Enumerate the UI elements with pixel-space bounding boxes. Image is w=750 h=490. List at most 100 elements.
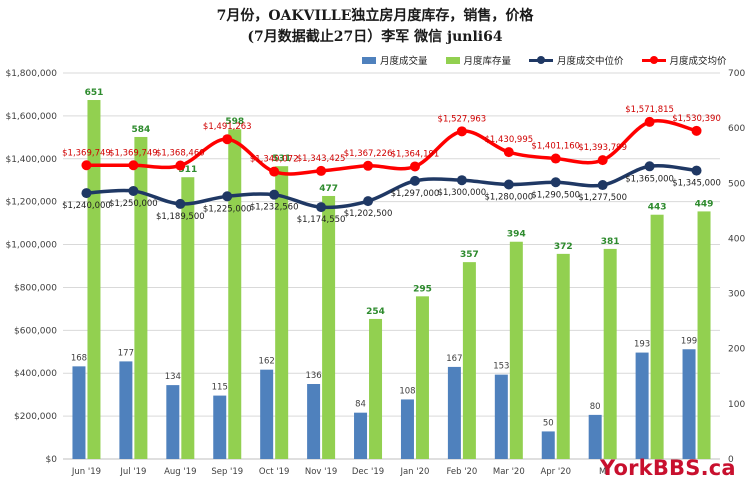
x-axis-tick-label: Apr '20 <box>540 467 571 477</box>
chart-title-line-1: 7月份，OAKVILLE独立房月度库存，销售，价格 <box>216 8 534 24</box>
x-axis-tick-label: Dec '19 <box>352 467 384 477</box>
bar-inventory-label: 295 <box>413 284 432 294</box>
bar-inventory-label: 651 <box>85 88 104 98</box>
bar-inventory <box>415 296 429 459</box>
point-label-average-price: $1,393,799 <box>578 143 627 153</box>
bar-sales-label: 80 <box>590 402 601 412</box>
x-axis-tick-label: Feb '20 <box>446 467 477 477</box>
left-axis-tick-label: $1,800,000 <box>5 69 57 79</box>
point-label-median-price: $1,345,000 <box>672 179 721 189</box>
point-average-price <box>597 155 608 166</box>
x-axis-tick-label: Nov '19 <box>305 467 337 477</box>
x-axis-tick-label: Mar '20 <box>493 467 525 477</box>
bar-sales <box>635 352 649 459</box>
legend-item-median-price: 月度成交中位价 <box>529 53 624 67</box>
bar-inventory <box>697 211 711 459</box>
left-axis-tick-label: $1,000,000 <box>5 241 57 251</box>
bar-inventory <box>134 136 148 460</box>
left-axis-tick-label: $800,000 <box>14 283 57 293</box>
left-axis-tick-label: $400,000 <box>14 369 57 379</box>
point-median-price <box>456 175 467 186</box>
point-average-price <box>503 147 514 158</box>
legend-swatch-median-price <box>529 55 554 65</box>
bar-sales <box>260 369 274 459</box>
point-label-median-price: $1,174,550 <box>297 215 346 225</box>
bar-inventory-label: 477 <box>319 184 338 194</box>
point-median-price <box>409 175 420 186</box>
bar-sales <box>494 374 508 459</box>
bar-sales-label: 168 <box>71 353 87 363</box>
x-axis-tick-label: Jan '20 <box>399 467 429 477</box>
point-average-price <box>128 160 139 171</box>
legend: 月度成交量 月度库存量 月度成交中位价 月度成交均价 <box>362 53 727 67</box>
bar-inventory <box>650 214 664 459</box>
bar-sales <box>307 384 321 459</box>
point-median-price <box>550 177 561 188</box>
point-average-price <box>691 125 702 136</box>
point-label-average-price: $1,401,160 <box>531 142 580 152</box>
point-label-average-price: $1,527,963 <box>438 114 487 124</box>
point-label-average-price: $1,367,226 <box>344 149 393 159</box>
chart-title: 7月份，OAKVILLE独立房月度库存，销售，价格 (7月数据截止27日）李军 … <box>0 6 750 48</box>
legend-swatch-sales <box>362 56 376 64</box>
point-label-average-price: $1,571,815 <box>625 105 674 115</box>
legend-item-inventory: 月度库存量 <box>445 53 512 67</box>
bar-sales-label: 167 <box>446 354 462 364</box>
right-axis-tick-label: 0 <box>728 455 734 465</box>
point-average-price <box>222 134 233 145</box>
right-axis-tick-label: 100 <box>728 400 745 410</box>
point-average-price <box>409 161 420 172</box>
bar-inventory <box>275 166 289 460</box>
bar-sales <box>354 412 368 459</box>
point-average-price <box>363 160 374 171</box>
bar-inventory <box>87 100 101 460</box>
bar-sales <box>588 414 602 459</box>
bar-inventory-label: 394 <box>507 230 526 240</box>
bar-sales-label: 177 <box>118 348 134 358</box>
point-label-median-price: $1,290,500 <box>531 190 580 200</box>
point-label-median-price: $1,277,500 <box>578 193 627 203</box>
bar-sales <box>119 361 133 459</box>
point-label-median-price: $1,202,500 <box>344 209 393 219</box>
left-axis-tick-label: $1,200,000 <box>5 198 57 208</box>
legend-label-sales: 月度成交量 <box>380 56 428 67</box>
bar-inventory-label: 449 <box>695 199 714 209</box>
point-average-price <box>316 165 327 176</box>
bar-inventory-label: 598 <box>225 117 244 127</box>
point-label-median-price: $1,300,000 <box>438 188 487 198</box>
watermark-logo: YorkBBS.ca <box>600 456 736 480</box>
legend-label-median-price: 月度成交中位价 <box>557 56 624 67</box>
x-axis-tick-label: Oct '19 <box>259 467 290 477</box>
point-label-median-price: $1,232,560 <box>250 203 299 213</box>
chart-title-line-2: (7月数据截止27日）李军 微信 junli64 <box>247 29 503 45</box>
bar-inventory-label: 372 <box>554 242 573 252</box>
legend-swatch-average-price <box>641 55 666 65</box>
bar-sales <box>166 385 180 459</box>
bar-inventory <box>322 195 336 459</box>
bar-sales-label: 134 <box>165 372 181 382</box>
point-median-price <box>316 202 327 213</box>
bar-inventory <box>603 248 617 459</box>
point-label-average-price: $1,430,995 <box>484 135 533 145</box>
point-median-price <box>128 185 139 196</box>
point-label-median-price: $1,365,000 <box>625 174 674 184</box>
legend-label-inventory: 月度库存量 <box>463 56 512 67</box>
point-average-price <box>81 160 92 171</box>
bar-inventory-label: 381 <box>601 237 620 247</box>
bar-inventory <box>509 241 523 459</box>
point-median-price <box>691 165 702 176</box>
point-average-price <box>269 166 280 177</box>
bar-inventory-label: 443 <box>648 203 667 213</box>
right-axis-tick-label: 200 <box>728 345 745 355</box>
x-axis-tick-label: Aug '19 <box>164 467 196 477</box>
point-average-price <box>175 160 186 171</box>
bar-sales-label: 84 <box>355 400 366 410</box>
point-average-price <box>644 116 655 127</box>
right-axis-tick-label: 300 <box>728 290 745 300</box>
right-axis-tick-label: 700 <box>728 69 745 79</box>
legend-swatch-inventory <box>445 56 460 64</box>
point-label-average-price: $1,368,460 <box>156 149 205 159</box>
point-median-price <box>222 191 233 202</box>
point-label-median-price: $1,250,000 <box>109 199 158 209</box>
point-label-median-price: $1,297,000 <box>391 189 440 199</box>
